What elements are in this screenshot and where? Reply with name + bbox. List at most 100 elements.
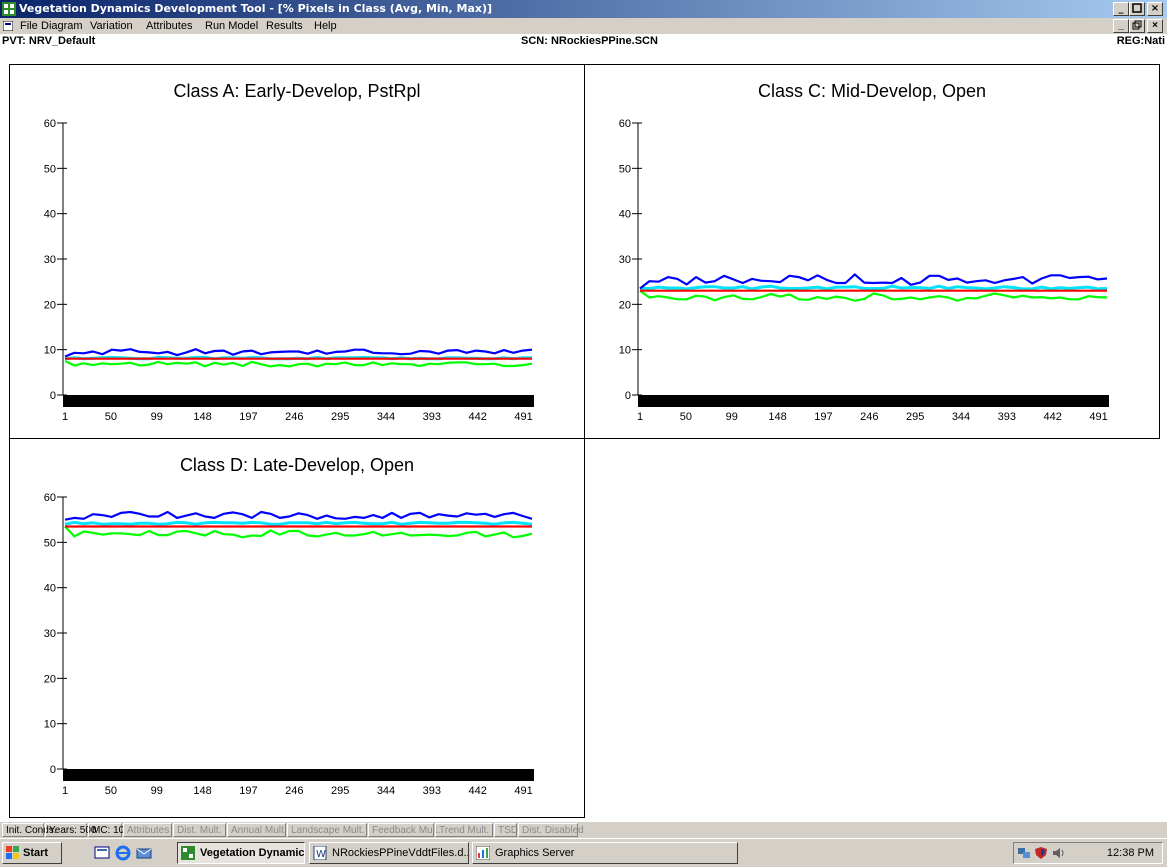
volume-icon[interactable] xyxy=(1051,846,1065,860)
window-titlebar: Vegetation Dynamics Development Tool - [… xyxy=(0,0,1167,18)
info-bar: PVT: NRV_Default SCN: NRockiesPPine.SCN … xyxy=(0,34,1167,48)
mdi-close-button[interactable]: × xyxy=(1147,19,1163,33)
chart-class-a: Class A: Early-Develop, PstRpl 0 10 20 30 40 5… xyxy=(44,81,534,423)
taskbar-graphics-server-button[interactable]: Graphics Server xyxy=(472,842,738,864)
x-tick-label: 99 xyxy=(151,785,163,797)
document-icon[interactable] xyxy=(3,21,13,31)
y-tick-label: 40 xyxy=(44,209,56,221)
x-tick-label: 442 xyxy=(469,785,487,797)
menu-variation[interactable]: Variation xyxy=(90,20,133,32)
menu-diagram[interactable]: Diagram xyxy=(41,20,83,32)
menu-results[interactable]: Results xyxy=(266,20,303,32)
close-button[interactable]: × xyxy=(1147,2,1163,16)
menu-attributes[interactable]: Attributes xyxy=(146,20,193,32)
x-tick-label: 197 xyxy=(239,411,257,423)
x-tick-label: 442 xyxy=(469,411,487,423)
x-tick-label: 148 xyxy=(193,785,211,797)
show-desktop-icon[interactable] xyxy=(94,845,110,861)
y-tick-label: 30 xyxy=(44,254,56,266)
y-tick-label: 10 xyxy=(44,719,56,731)
y-tick-label: 10 xyxy=(619,345,631,357)
system-tray: 12:38 PM xyxy=(1013,842,1163,864)
x-tick-label: 1 xyxy=(62,785,68,797)
taskbar-vddt-button[interactable]: Vegetation Dynamics ... xyxy=(177,842,305,864)
status-tab-landscape-mult[interactable]: Landscape Mult. xyxy=(287,823,367,837)
x-tick-label: 50 xyxy=(105,785,117,797)
menu-help[interactable]: Help xyxy=(314,20,337,32)
series-line-avg xyxy=(640,284,1108,291)
series-line-min xyxy=(64,525,533,539)
taskbar-word-document-button[interactable]: W NRockiesPPineVddtFiles.d... xyxy=(309,842,469,864)
chart-class-d: Class D: Late-Develop, Open 0 10 20 30 40 50 60… xyxy=(44,455,534,797)
menu-run-model[interactable]: Run Model xyxy=(205,20,259,32)
series-line-min xyxy=(639,289,1108,302)
x-tick-label: 1 xyxy=(62,411,68,423)
x-tick-label: 344 xyxy=(952,411,970,423)
y-tick-label: 50 xyxy=(619,163,631,175)
x-tick-label: 295 xyxy=(331,411,349,423)
x-tick-label: 246 xyxy=(860,411,878,423)
x-tick-label: 344 xyxy=(377,785,395,797)
x-tick-label: 393 xyxy=(423,785,441,797)
status-tab-attributes[interactable]: Attributes xyxy=(123,823,172,837)
minimize-button[interactable]: _ xyxy=(1113,2,1129,16)
status-tab-dist-mult[interactable]: Dist. Mult. xyxy=(173,823,226,837)
status-tab-trend-mult[interactable]: Trend Mult. xyxy=(435,823,493,837)
x-axis-band xyxy=(638,395,1109,407)
y-tick-label: 0 xyxy=(625,390,631,402)
menu-file[interactable]: File xyxy=(20,20,38,32)
taskbar-button-label: Graphics Server xyxy=(495,847,575,859)
x-tick-label: 197 xyxy=(239,785,257,797)
start-button[interactable]: Start xyxy=(2,842,62,864)
chart-title: Class A: Early-Develop, PstRpl xyxy=(173,81,420,101)
graphics-server-icon xyxy=(476,846,490,860)
reg-label: REG:Nati xyxy=(1116,35,1165,47)
chart-title: Class D: Late-Develop, Open xyxy=(180,455,414,475)
scn-label: SCN: NRockiesPPine.SCN xyxy=(521,35,658,47)
status-tab-tsd[interactable]: TSD xyxy=(494,823,518,837)
maximize-button[interactable] xyxy=(1129,2,1145,16)
y-tick-label: 60 xyxy=(44,118,56,130)
pvt-label: PVT: NRV_Default xyxy=(2,35,96,47)
mdi-restore-button[interactable] xyxy=(1129,19,1145,33)
y-tick-label: 60 xyxy=(619,118,631,130)
status-bar: Init. Conds. Years: 500 MC: 10 Attributes Di… xyxy=(0,822,1167,838)
internet-explorer-icon[interactable] xyxy=(115,845,131,861)
y-tick-label: 20 xyxy=(619,299,631,311)
outlook-express-icon[interactable] xyxy=(136,845,152,861)
x-tick-label: 50 xyxy=(680,411,692,423)
series-line-min xyxy=(64,360,533,368)
y-tick-label: 20 xyxy=(44,673,56,685)
chart-panel-class-a: Class A: Early-Develop, PstRpl 0 10 20 30 40 5… xyxy=(9,64,585,439)
series-line-max xyxy=(639,273,1108,290)
maximize-icon xyxy=(1132,3,1142,13)
x-tick-label: 197 xyxy=(814,411,832,423)
taskbar-clock: 12:38 PM xyxy=(1106,847,1154,859)
x-tick-label: 393 xyxy=(423,411,441,423)
chart-panel-class-c: Class C: Mid-Develop, Open 0 10 20 30 40 50 60 1… xyxy=(584,64,1160,439)
y-tick-label: 60 xyxy=(44,492,56,504)
chart-title: Class C: Mid-Develop, Open xyxy=(758,81,986,101)
taskbar: Start Vegetation Dynamics ... W NRockies… xyxy=(0,838,1167,867)
y-tick-label: 20 xyxy=(44,299,56,311)
network-icon[interactable] xyxy=(1017,846,1031,860)
status-tab-annual-mult[interactable]: Annual Mult. xyxy=(227,823,287,837)
x-tick-label: 491 xyxy=(514,785,532,797)
status-tab-years-500[interactable]: Years: 500 xyxy=(45,823,96,837)
y-tick-label: 0 xyxy=(50,390,56,402)
mdi-minimize-button[interactable]: _ xyxy=(1113,19,1129,33)
antivirus-shield-icon[interactable] xyxy=(1034,846,1048,860)
x-tick-label: 246 xyxy=(285,411,303,423)
start-label: Start xyxy=(23,847,49,859)
x-tick-label: 491 xyxy=(1089,411,1107,423)
status-tab-feedback-mult[interactable]: Feedback Mult. xyxy=(368,823,440,837)
status-tab-mc-10[interactable]: MC: 10 xyxy=(88,823,124,837)
series-line-avg xyxy=(64,520,533,526)
status-tab-dist-disabled[interactable]: Dist. Disabled xyxy=(518,823,584,837)
x-tick-label: 393 xyxy=(998,411,1016,423)
status-tab-init-conds[interactable]: Init. Conds. xyxy=(2,823,57,837)
y-tick-label: 0 xyxy=(50,764,56,776)
x-tick-label: 1 xyxy=(637,411,643,423)
chart-panel-class-d: Class D: Late-Develop, Open 0 10 20 30 40 50 60… xyxy=(9,438,585,818)
y-tick-label: 50 xyxy=(44,537,56,549)
